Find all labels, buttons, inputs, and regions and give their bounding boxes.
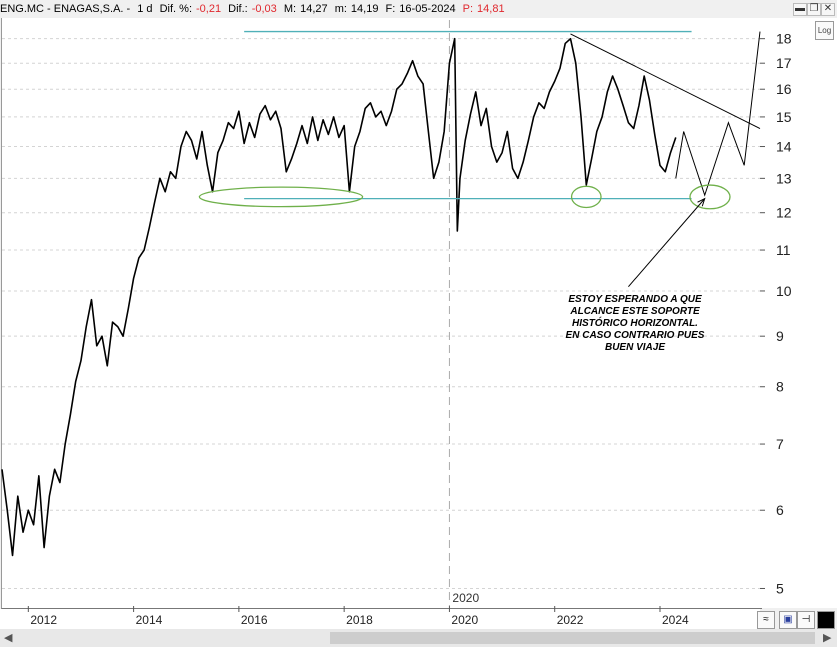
dif-label: Dif.: <box>228 3 248 15</box>
min-label: m: <box>334 3 347 15</box>
save-icon[interactable]: ▣ <box>779 611 797 629</box>
pin-icon[interactable]: ⊣ <box>797 611 815 629</box>
date-value: 16-05-2024 <box>399 3 456 15</box>
dif-pct-value: -0,21 <box>196 3 222 15</box>
horizontal-scrollbar[interactable]: ◀ ▶ <box>0 629 837 647</box>
plot-area[interactable] <box>1 18 762 609</box>
scroll-right-icon[interactable]: ▶ <box>823 632 832 644</box>
close-icon[interactable]: ✕ <box>821 3 835 16</box>
log-scale-button[interactable]: Log <box>815 21 834 40</box>
minimize-icon[interactable]: ▬ <box>793 3 807 16</box>
price-label: P: <box>462 3 474 15</box>
restore-icon[interactable]: ❐ <box>807 3 821 16</box>
max-value: 14,27 <box>300 3 328 15</box>
price-value: 14,81 <box>477 3 505 15</box>
wave-tool-icon[interactable]: ≈ <box>757 611 775 629</box>
time-axis <box>0 609 760 629</box>
color-swatch[interactable] <box>817 611 835 629</box>
scrollbar-thumb[interactable] <box>330 632 815 644</box>
dif-pct-label: Dif. %: <box>159 3 193 15</box>
price-axis <box>762 18 837 608</box>
dif-value: -0,03 <box>251 3 277 15</box>
scroll-left-icon[interactable]: ◀ <box>4 632 13 644</box>
min-value: 14,19 <box>350 3 379 15</box>
ticker-name: ENG.MC - ENAGAS,S.A. - <box>0 3 131 15</box>
max-label: M: <box>283 3 297 15</box>
timeframe: 1 d <box>137 3 153 15</box>
date-label: F: <box>385 3 396 15</box>
chart-header: ENG.MC - ENAGAS,S.A. - 1 d Dif. %: -0,21 … <box>0 0 837 18</box>
